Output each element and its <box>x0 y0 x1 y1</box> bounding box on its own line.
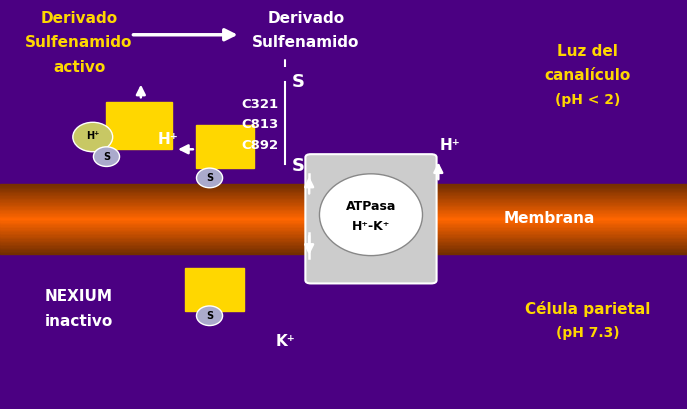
Bar <box>0 225 687 226</box>
Bar <box>0 241 687 243</box>
Bar <box>0 206 687 208</box>
Ellipse shape <box>73 122 113 152</box>
Ellipse shape <box>196 306 223 326</box>
Bar <box>0 209 687 211</box>
Ellipse shape <box>196 168 223 188</box>
Bar <box>0 184 687 185</box>
Bar <box>0 249 687 251</box>
Bar <box>0 201 687 202</box>
Bar <box>0 231 687 233</box>
Text: H⁺-K⁺: H⁺-K⁺ <box>352 220 390 234</box>
Text: Sulfenamido: Sulfenamido <box>252 36 359 50</box>
Text: H⁺: H⁺ <box>86 131 100 141</box>
Bar <box>0 187 687 188</box>
Bar <box>0 223 687 225</box>
Bar <box>0 199 687 201</box>
Bar <box>0 198 687 199</box>
Ellipse shape <box>319 174 423 256</box>
Bar <box>0 215 687 216</box>
Text: Luz del: Luz del <box>557 44 618 58</box>
Bar <box>0 227 687 229</box>
Bar <box>106 102 172 149</box>
Bar <box>0 247 687 248</box>
Bar <box>0 194 687 195</box>
Bar <box>0 248 687 249</box>
Bar <box>0 213 687 215</box>
Text: inactivo: inactivo <box>45 314 113 328</box>
Bar <box>0 243 687 244</box>
Bar <box>0 191 687 192</box>
Text: Derivado: Derivado <box>41 11 117 26</box>
Bar <box>0 222 687 223</box>
Text: C321: C321 <box>241 98 278 111</box>
Text: canalículo: canalículo <box>544 68 631 83</box>
Ellipse shape <box>93 147 120 166</box>
Bar <box>0 218 687 219</box>
Text: S: S <box>206 173 213 183</box>
Bar <box>0 252 687 254</box>
Bar <box>0 208 687 209</box>
Text: Membrana: Membrana <box>504 211 596 226</box>
Text: C813: C813 <box>241 118 278 131</box>
Bar <box>0 211 687 212</box>
Text: K⁺: K⁺ <box>275 334 295 349</box>
Bar <box>0 205 687 206</box>
Bar <box>0 234 687 236</box>
Bar <box>0 237 687 238</box>
Bar <box>0 245 687 247</box>
Bar <box>0 220 687 222</box>
Bar <box>0 238 687 240</box>
Bar <box>0 190 687 191</box>
Bar <box>0 195 687 197</box>
Text: H⁺: H⁺ <box>440 138 460 153</box>
Bar <box>0 192 687 194</box>
Text: S: S <box>206 311 213 321</box>
Bar <box>0 230 687 231</box>
Bar <box>0 216 687 218</box>
Bar <box>0 244 687 245</box>
Bar <box>0 197 687 198</box>
Bar <box>0 202 687 204</box>
Text: H⁺: H⁺ <box>158 132 179 146</box>
Text: NEXIUM: NEXIUM <box>45 289 113 304</box>
Bar <box>196 125 254 168</box>
Bar <box>0 212 687 213</box>
Bar <box>0 236 687 237</box>
Bar <box>0 188 687 190</box>
Text: Derivado: Derivado <box>267 11 344 26</box>
Bar <box>0 226 687 227</box>
Bar <box>185 268 244 311</box>
Text: C892: C892 <box>241 139 278 152</box>
Bar <box>0 251 687 252</box>
Text: (pH 7.3): (pH 7.3) <box>556 326 619 340</box>
Text: activo: activo <box>53 60 105 75</box>
Bar <box>0 204 687 205</box>
Bar <box>0 240 687 241</box>
Text: S: S <box>292 157 305 175</box>
Text: (pH < 2): (pH < 2) <box>554 93 620 107</box>
Text: S: S <box>292 73 305 91</box>
Bar <box>0 233 687 234</box>
Text: Sulfenamido: Sulfenamido <box>25 36 133 50</box>
Bar <box>0 185 687 187</box>
Text: ATPasa: ATPasa <box>346 200 396 213</box>
Bar <box>0 229 687 230</box>
Text: S: S <box>103 152 110 162</box>
Text: Célula parietal: Célula parietal <box>525 301 650 317</box>
FancyBboxPatch shape <box>305 154 436 283</box>
Bar <box>0 219 687 220</box>
